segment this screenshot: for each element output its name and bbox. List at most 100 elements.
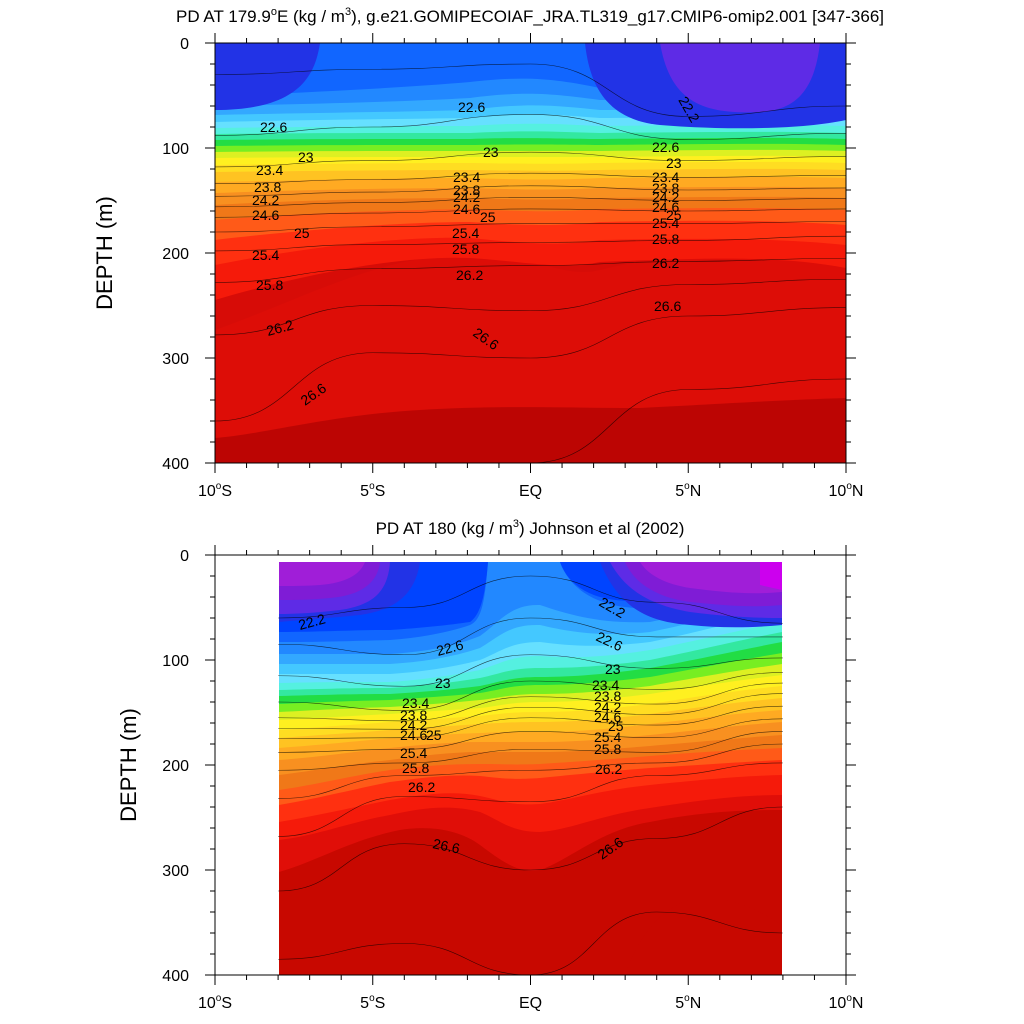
isopycnal-line — [278, 718, 783, 753]
isopycnal-line — [278, 672, 783, 711]
x-tick-label: EQ — [519, 483, 542, 500]
contour-label: 24.2 — [400, 717, 427, 733]
y-tick-label: 400 — [162, 968, 189, 985]
x-tick-label: 10oS — [198, 993, 232, 1012]
contour-label: 26.6 — [654, 298, 681, 314]
contour-label: 23 — [483, 144, 499, 160]
contour-label: 26.6 — [431, 835, 461, 856]
contour-label: 25.8 — [256, 277, 283, 293]
contour-label: 25.4 — [452, 225, 479, 241]
y-tick-label: 300 — [162, 351, 189, 368]
y-axis-label: DEPTH (m) — [92, 196, 117, 310]
y-tick-label: 100 — [162, 653, 189, 670]
x-tick-label: 5oS — [360, 481, 385, 500]
surface-band-east-core — [660, 43, 820, 113]
contour-label: 25.8 — [652, 231, 679, 247]
isopycnal-line — [215, 235, 846, 252]
contour-label: 25 — [294, 225, 310, 241]
isopycnal-line — [278, 743, 783, 799]
isopycnal-line — [278, 575, 783, 624]
y-tick-label: 100 — [162, 141, 189, 158]
isopycnal-line — [215, 257, 846, 283]
x-tick-label: 5oS — [360, 993, 385, 1012]
isopycnal-line — [215, 172, 846, 184]
deepest-band-east — [625, 897, 782, 975]
contour-lines — [215, 63, 846, 463]
isopycnal-line — [215, 278, 846, 336]
isopycnal-line — [215, 114, 846, 140]
contour-label: 23.4 — [652, 169, 679, 185]
contour-label: 24.6 — [594, 709, 621, 725]
isopycnal-line — [278, 617, 783, 656]
y-tick-label: 0 — [180, 36, 189, 53]
isopycnal-line — [278, 654, 783, 687]
panel-title: PD AT 180 (kg / m3) Johnson et al (2002) — [376, 518, 685, 538]
contour-label: 26.2 — [652, 255, 679, 271]
contour-label: 24.2 — [652, 189, 679, 205]
contour-label-group: 22.2 22.6 22.6 22.6 23 23 23 23.4 23.4 2… — [252, 94, 703, 409]
contour-label: 24.6 — [252, 207, 279, 223]
contour-label: 22.6 — [435, 636, 466, 659]
axis-ticks: 10oS 5oS EQ 5oN 10oN 0 100 200 300 400 — [162, 545, 863, 1012]
contour-label: 23 — [605, 661, 621, 677]
isopycnal-line — [215, 307, 846, 422]
contour-label: 23 — [298, 149, 314, 165]
contour-label: 26.2 — [595, 761, 622, 777]
y-axis-label: DEPTH (m) — [116, 708, 141, 822]
contour-field — [279, 562, 782, 975]
contour-label: 24.2 — [252, 192, 279, 208]
contour-label: 25.8 — [594, 741, 621, 757]
contour-label: 25.4 — [594, 729, 621, 745]
x-tick-label: 10oN — [829, 481, 864, 500]
contour-label: 23.4 — [453, 169, 480, 185]
isopycnal-line — [278, 806, 783, 892]
contour-label: 25.4 — [400, 745, 427, 761]
contour-label: 25 — [426, 727, 442, 743]
contour-label: 23.8 — [652, 180, 679, 196]
isopycnal-line — [278, 762, 783, 837]
isopycnal-line — [215, 151, 846, 168]
isopycnal-line — [215, 197, 846, 208]
contour-label: 23.8 — [453, 182, 480, 198]
contour-label-group: 22.2 22.2 22.6 22.6 23 23 23.4 23.4 23.8… — [297, 594, 629, 863]
isopycnal-line — [278, 693, 783, 730]
contour-label: 26.2 — [265, 316, 296, 339]
panel-model: PD AT 179.9oE (kg / m3), g.e21.GOMIPECOI… — [92, 6, 884, 500]
surface-band-west — [215, 43, 320, 110]
isopycnal-line — [278, 705, 783, 740]
contour-label: 25 — [608, 718, 624, 734]
panel-observations: PD AT 180 (kg / m3) Johnson et al (2002) — [116, 518, 863, 1012]
x-tick-label: 10oN — [829, 993, 864, 1012]
deepest-band — [215, 398, 846, 463]
x-tick-label: 5oN — [675, 993, 701, 1012]
contour-label: 24.6 — [400, 727, 427, 743]
contour-label: 23.8 — [594, 688, 621, 704]
contour-label: 22.6 — [652, 139, 679, 155]
contour-label: 23.8 — [254, 179, 281, 195]
contour-label: 23.4 — [256, 162, 283, 178]
contour-label: 24.6 — [453, 201, 480, 217]
contour-label: 24.6 — [652, 199, 679, 215]
y-tick-label: 200 — [162, 758, 189, 775]
isopycnal-line — [215, 221, 846, 233]
isopycnal-line — [215, 63, 846, 117]
contour-label: 23.4 — [592, 677, 619, 693]
y-tick-label: 300 — [162, 863, 189, 880]
y-tick-label: 400 — [162, 456, 189, 473]
contour-label: 25.8 — [452, 241, 479, 257]
isopycnal-line — [278, 682, 783, 722]
surface-band-east-edge — [760, 562, 782, 590]
contour-label: 23 — [435, 675, 451, 691]
y-tick-label: 0 — [180, 548, 189, 565]
contour-label: 22.2 — [297, 610, 328, 633]
panel-title: PD AT 179.9oE (kg / m3), g.e21.GOMIPECOI… — [176, 6, 884, 26]
contour-label: 26.2 — [408, 779, 435, 795]
contour-label: 24.2 — [453, 189, 480, 205]
contour-label: 26.2 — [456, 267, 483, 283]
contour-label: 23 — [666, 155, 682, 171]
isopycnal-line — [278, 731, 783, 771]
y-tick-label: 200 — [162, 246, 189, 263]
contour-label: 25 — [480, 209, 496, 225]
contour-field — [215, 43, 846, 463]
contour-label: 23.4 — [402, 695, 429, 711]
